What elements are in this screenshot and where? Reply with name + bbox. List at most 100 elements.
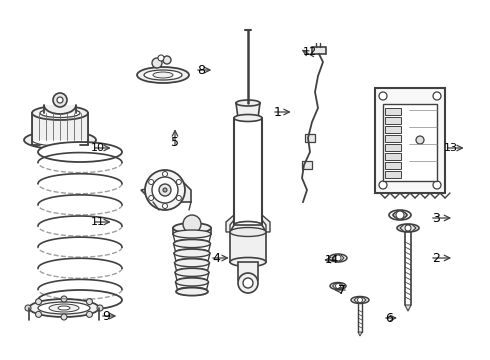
Circle shape (433, 181, 441, 189)
Circle shape (158, 55, 164, 61)
Bar (385, 108, 401, 115)
Circle shape (145, 170, 185, 210)
Polygon shape (226, 215, 234, 232)
Circle shape (238, 273, 258, 293)
Circle shape (176, 195, 181, 201)
Ellipse shape (38, 290, 122, 310)
Bar (312, 47, 326, 54)
Text: 5: 5 (171, 135, 179, 148)
Polygon shape (393, 212, 407, 219)
Bar (375, 88, 445, 193)
Ellipse shape (329, 254, 347, 262)
Circle shape (243, 278, 253, 288)
Ellipse shape (397, 224, 419, 232)
Bar (385, 135, 401, 142)
Polygon shape (333, 283, 343, 289)
Ellipse shape (58, 306, 70, 310)
Ellipse shape (234, 221, 262, 229)
Ellipse shape (173, 230, 211, 238)
Polygon shape (44, 105, 76, 113)
Circle shape (86, 311, 93, 318)
Bar (385, 126, 401, 133)
Text: 14: 14 (325, 255, 339, 265)
Circle shape (379, 92, 387, 100)
Ellipse shape (230, 228, 266, 237)
Circle shape (183, 215, 201, 233)
Ellipse shape (137, 67, 189, 83)
Circle shape (148, 195, 154, 201)
Bar (305, 134, 315, 142)
Circle shape (379, 181, 387, 189)
Ellipse shape (174, 249, 210, 257)
Bar (385, 162, 401, 169)
Text: 6: 6 (385, 311, 393, 324)
Ellipse shape (176, 268, 207, 274)
Text: 10: 10 (91, 143, 105, 153)
Circle shape (163, 56, 171, 64)
Bar (385, 153, 401, 160)
Circle shape (152, 177, 178, 203)
Circle shape (36, 299, 42, 305)
Ellipse shape (174, 259, 210, 267)
Circle shape (405, 225, 411, 231)
Bar (385, 117, 401, 124)
Bar (302, 161, 312, 169)
Ellipse shape (175, 249, 209, 255)
Text: 1: 1 (274, 105, 282, 118)
Ellipse shape (330, 283, 346, 289)
Ellipse shape (238, 116, 258, 121)
Ellipse shape (230, 257, 266, 266)
Text: 7: 7 (338, 284, 346, 297)
Circle shape (148, 180, 154, 184)
Circle shape (416, 136, 424, 144)
Circle shape (57, 97, 63, 103)
Circle shape (61, 296, 67, 302)
Text: 9: 9 (102, 310, 110, 323)
Ellipse shape (175, 278, 209, 286)
Circle shape (336, 284, 341, 288)
Ellipse shape (32, 134, 88, 146)
Ellipse shape (351, 297, 369, 303)
Circle shape (163, 171, 168, 176)
Ellipse shape (49, 304, 79, 312)
Circle shape (335, 255, 341, 261)
Ellipse shape (173, 223, 211, 233)
Text: 13: 13 (444, 143, 458, 153)
Ellipse shape (393, 212, 407, 218)
Ellipse shape (38, 302, 90, 314)
Bar (383, 104, 437, 181)
Circle shape (152, 58, 162, 68)
Circle shape (61, 314, 67, 320)
Ellipse shape (29, 299, 99, 317)
Polygon shape (238, 262, 258, 280)
Ellipse shape (173, 240, 211, 248)
Polygon shape (262, 215, 270, 232)
Polygon shape (358, 332, 362, 336)
Text: 12: 12 (303, 47, 317, 57)
Ellipse shape (153, 72, 173, 78)
Circle shape (163, 203, 168, 208)
Ellipse shape (177, 287, 206, 293)
Ellipse shape (234, 114, 262, 122)
Ellipse shape (236, 100, 260, 106)
Polygon shape (230, 225, 266, 262)
Circle shape (97, 305, 103, 311)
Ellipse shape (389, 210, 411, 220)
Circle shape (159, 184, 171, 196)
Ellipse shape (177, 278, 207, 283)
Circle shape (433, 92, 441, 100)
Polygon shape (354, 297, 366, 303)
Circle shape (163, 188, 167, 192)
Ellipse shape (38, 142, 122, 162)
Circle shape (25, 305, 31, 311)
Text: 3: 3 (432, 211, 440, 225)
Bar (385, 144, 401, 151)
Ellipse shape (175, 239, 209, 245)
Polygon shape (32, 113, 88, 140)
Circle shape (36, 311, 42, 318)
Ellipse shape (176, 288, 208, 296)
Ellipse shape (176, 258, 208, 264)
Ellipse shape (32, 106, 88, 120)
Text: 11: 11 (91, 217, 105, 227)
Circle shape (176, 180, 181, 184)
